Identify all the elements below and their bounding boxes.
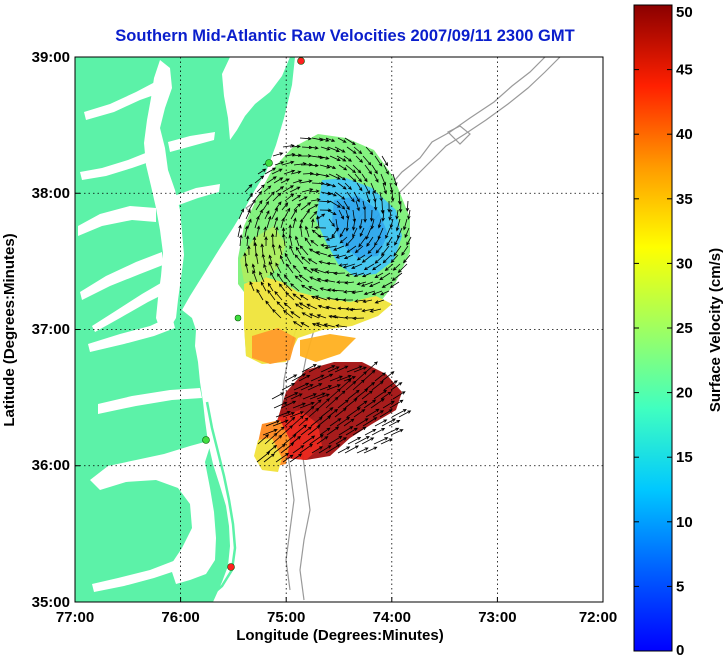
lon-tick-label: 74:00 [373, 609, 411, 626]
pamlico-sound [90, 440, 216, 584]
delaware-bay [222, 57, 290, 140]
colorbar-tick-label: 5 [676, 578, 684, 595]
x-axis-label: Longitude (Degrees:Minutes) [236, 627, 444, 644]
velocity-neck [300, 334, 356, 362]
colorbar-tick-label: 45 [676, 62, 693, 79]
lon-tick-labels: 77:00 76:00 75:00 74:00 73:00 72:00 [56, 609, 617, 626]
colorbar-tick-label: 10 [676, 514, 693, 531]
albemarle-sound [98, 388, 202, 414]
colorbar-tick-label: 30 [676, 255, 693, 272]
lat-tick-label: 35:00 [32, 594, 70, 611]
y-axis-label: Latitude (Degrees:Minutes) [1, 233, 18, 426]
colorbar-tick-label: 50 [676, 4, 693, 21]
map-title: Southern Mid-Atlantic Raw Velocities 200… [115, 27, 574, 45]
lat-tick-label: 39:00 [32, 49, 70, 66]
lat-tick-labels: 39:00 38:00 37:00 36:00 35:00 [32, 49, 70, 611]
river-chester [84, 82, 157, 120]
lon-tick-label: 73:00 [478, 609, 516, 626]
colorbar-tick-label: 25 [676, 320, 693, 337]
station-marker-cape-henry [234, 314, 242, 322]
station-marker-brmr [297, 57, 305, 65]
station-marker-hatteras [227, 563, 235, 571]
colorbar-tick-label: 35 [676, 191, 693, 208]
map-layers [75, 57, 603, 602]
colorbar [633, 4, 673, 652]
colorbar-tick-label: 0 [676, 642, 684, 659]
radar-stations [202, 57, 305, 571]
grid-lines [75, 57, 603, 602]
river-potomac [78, 206, 156, 236]
velocity-band-orange [252, 328, 296, 364]
river-nanticoke [174, 184, 220, 206]
colorbar-ticks: 0 5 10 15 20 25 30 35 40 45 50 [634, 4, 693, 659]
lon-tick-label: 76:00 [161, 609, 199, 626]
lat-tick-label: 36:00 [32, 457, 70, 474]
colorbar-tick-label: 15 [676, 449, 693, 466]
velocity-arrows [237, 136, 412, 463]
river-patuxent [80, 150, 155, 180]
station-marker-assateague [265, 159, 273, 167]
river-neuse [92, 560, 178, 592]
colorbar-tick-label: 20 [676, 385, 693, 402]
colorbar-tick-label: 40 [676, 126, 693, 143]
river-choptank [168, 132, 215, 152]
river-rappahannock [80, 252, 163, 300]
lon-tick-label: 72:00 [579, 609, 617, 626]
colorbar-label: Surface Velocity (cm/s) [707, 248, 724, 412]
lat-tick-label: 38:00 [32, 185, 70, 202]
tick-marks [74, 56, 604, 603]
lon-tick-label: 77:00 [56, 609, 94, 626]
barrier-islands-nc [205, 401, 237, 599]
lat-tick-label: 37:00 [32, 321, 70, 338]
velocity-vectors [237, 136, 412, 463]
station-marker-duck [202, 436, 210, 444]
river-york [92, 280, 168, 332]
chesapeake-bay [144, 60, 184, 332]
lon-tick-label: 75:00 [267, 609, 305, 626]
river-james [88, 316, 175, 352]
